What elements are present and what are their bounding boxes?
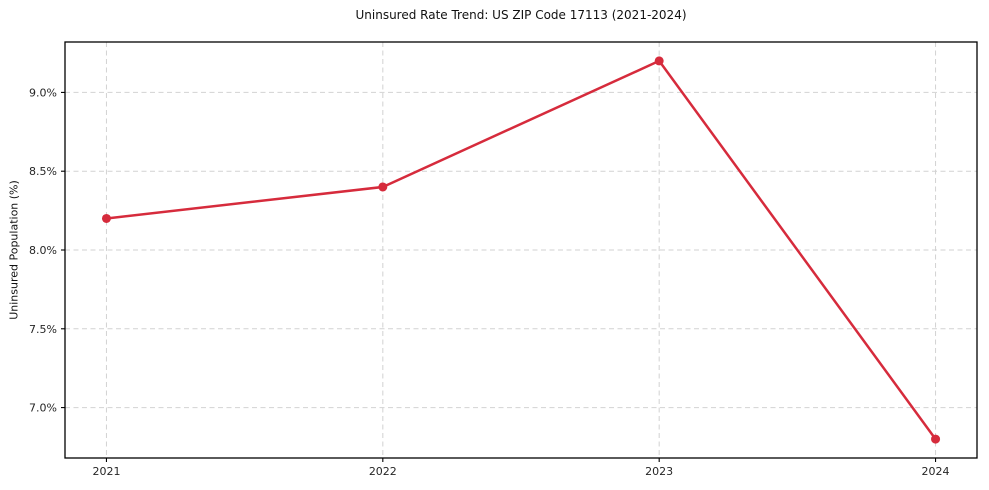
y-tick-label: 9.0%: [29, 86, 57, 99]
y-tick-label: 7.0%: [29, 402, 57, 415]
chart-title: Uninsured Rate Trend: US ZIP Code 17113 …: [355, 8, 687, 22]
data-point: [378, 182, 388, 192]
y-tick-label: 7.5%: [29, 323, 57, 336]
y-tick-label: 8.0%: [29, 244, 57, 257]
data-point: [101, 213, 111, 223]
y-tick-label: 8.5%: [29, 165, 57, 178]
x-tick-label: 2023: [645, 465, 673, 478]
x-tick-label: 2022: [369, 465, 397, 478]
x-tick-label: 2021: [92, 465, 120, 478]
series-line: [105, 59, 937, 441]
data-point: [931, 434, 941, 444]
x-tick-label: 2024: [922, 465, 950, 478]
data-point: [654, 56, 664, 66]
